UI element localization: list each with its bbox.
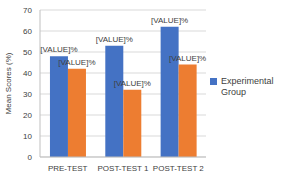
html-text:Experimental Group: Experimental Group [221,75,274,97]
svg-text:[VALUE]%: [VALUE]% [58,58,95,67]
svg-text:POST-TEST 1: POST-TEST 1 [98,164,150,173]
svg-text:POST-TEST 2: POST-TEST 2 [153,164,205,173]
svg-text:70: 70 [23,6,32,15]
svg-text:[VALUE]%: [VALUE]% [96,35,133,44]
svg-text:60: 60 [23,27,32,36]
svg-text:[VALUE]%: [VALUE]% [40,45,77,54]
svg-text:10: 10 [23,132,32,141]
svg-text:30: 30 [23,90,32,99]
svg-text:40: 40 [23,69,32,78]
svg-text:0: 0 [28,153,33,162]
svg-text:Mean Scores (%): Mean Scores (%) [8,52,13,114]
svg-text:[VALUE]%: [VALUE]% [151,16,188,25]
svg-text:20: 20 [23,111,32,120]
svg-text:[VALUE]%: [VALUE]% [114,79,151,88]
svg-text:PRE-TEST: PRE-TEST [48,164,88,173]
svg-text:50: 50 [23,48,32,57]
svg-text:[VALUE]%: [VALUE]% [169,54,206,63]
